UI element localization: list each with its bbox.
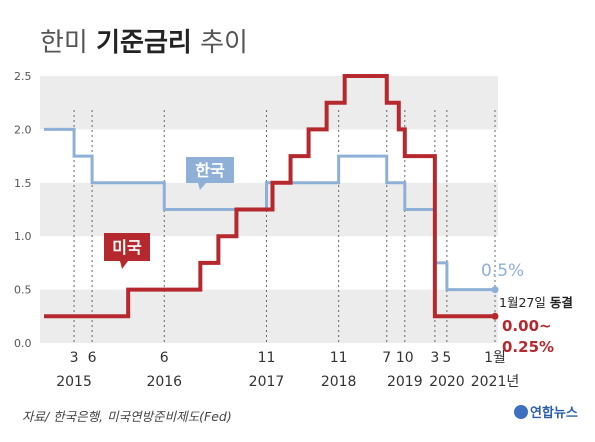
korea-end-dot [491, 286, 499, 294]
x-year-label: 2019 [387, 374, 423, 390]
freeze-annotation: 1월27일 동결 [499, 295, 573, 310]
us-series-label: 미국 [112, 238, 142, 257]
y-tick-label: 1.5 [14, 177, 32, 190]
y-tick-label: 2.5 [14, 70, 32, 83]
grid-band-0 [40, 76, 498, 130]
x-tick-label: 5 [442, 350, 451, 366]
y-tick-label: 0.5 [14, 284, 32, 297]
x-tick-label: 3 [430, 350, 439, 366]
annotation-date: 1월27일 [499, 295, 550, 310]
korea-end-value: 0.5% [481, 261, 524, 281]
x-tick-label: 6 [160, 350, 169, 366]
us-callout-box [104, 233, 150, 269]
x-tick-label: 11 [330, 350, 348, 366]
x-tick-label: 6 [88, 350, 97, 366]
y-tick-label: 0.0 [14, 337, 32, 350]
us-rate-line [44, 74, 495, 319]
series-lines [44, 74, 499, 320]
korea-callout-box [186, 157, 234, 190]
logo-icon [514, 405, 528, 419]
x-tick-label: 3 [70, 350, 79, 366]
x-year-label: 2020 [429, 374, 465, 390]
x-year-label: 2016 [146, 374, 182, 390]
title-main: 기준금리 [96, 28, 192, 58]
x-year-label: 2017 [249, 374, 285, 390]
x-year-label: 2015 [56, 374, 92, 390]
y-tick-label: 2.0 [14, 123, 32, 136]
x-tick-label: 10 [396, 350, 414, 366]
x-year-label: 2021년 [471, 374, 520, 390]
x-year-label: 2018 [321, 374, 357, 390]
y-axis-labels: 0.0 0.5 1.0 1.5 2.0 2.5 [14, 70, 32, 350]
chart-title: 한미 기준금리 추이 [40, 22, 248, 59]
x-tick-label: 1월 [484, 350, 506, 366]
source-note: 자료/ 한국은행, 미국연방준비제도(Fed) [22, 409, 232, 424]
title-prefix: 한미 [40, 28, 88, 58]
x-tick-label: 7 [382, 350, 391, 366]
annotation-word: 동결 [550, 295, 573, 310]
y-tick-label: 1.0 [14, 230, 32, 243]
korea-series-label: 한국 [195, 161, 225, 180]
logo-text: 연합뉴스 [530, 406, 578, 421]
publisher-logo: 연합뉴스 [514, 402, 578, 421]
title-suffix: 추이 [200, 28, 248, 58]
x-tick-label: 11 [258, 350, 276, 366]
us-end-value-1: 0.00~ [502, 317, 552, 335]
us-end-value-2: 0.25% [502, 338, 554, 356]
us-end-dot [491, 312, 499, 320]
